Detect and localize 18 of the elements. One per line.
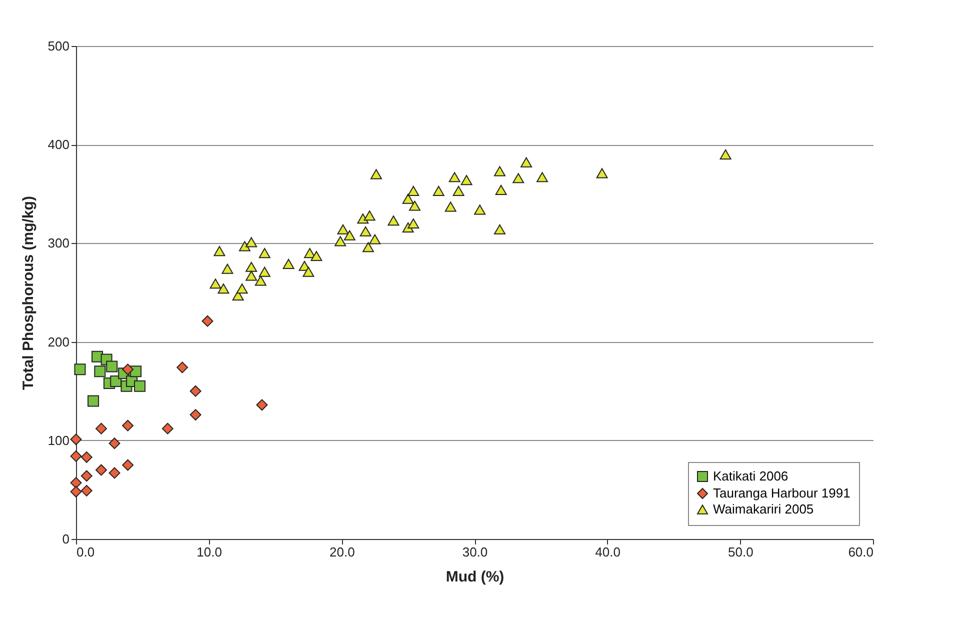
x-tick-label: 50.0 (728, 544, 754, 560)
x-tick-label: 0.0 (76, 544, 95, 560)
y-tick-label: 500 (48, 38, 70, 54)
legend-label: Waimakariri 2005 (713, 502, 814, 516)
legend-label: Katikati 2006 (713, 468, 788, 484)
x-tick-label: 10.0 (196, 544, 222, 560)
y-tick-label: 200 (48, 334, 70, 350)
x-axis-title: Mud (%) (446, 568, 504, 586)
x-tick-label: 30.0 (462, 544, 488, 560)
y-axis-title: Total Phosphorous (mg/kg) (20, 196, 37, 390)
x-tick-label: 60.0 (848, 544, 874, 560)
y-tick-label: 400 (48, 137, 70, 152)
x-tick-label: 20.0 (330, 544, 355, 560)
x-tick-label: 40.0 (595, 544, 620, 560)
y-tick-label: 100 (48, 432, 70, 448)
y-tick-label: 0 (62, 532, 70, 546)
legend-label: Tauranga Harbour 1991 (713, 486, 850, 500)
y-tick-label: 300 (48, 236, 70, 251)
